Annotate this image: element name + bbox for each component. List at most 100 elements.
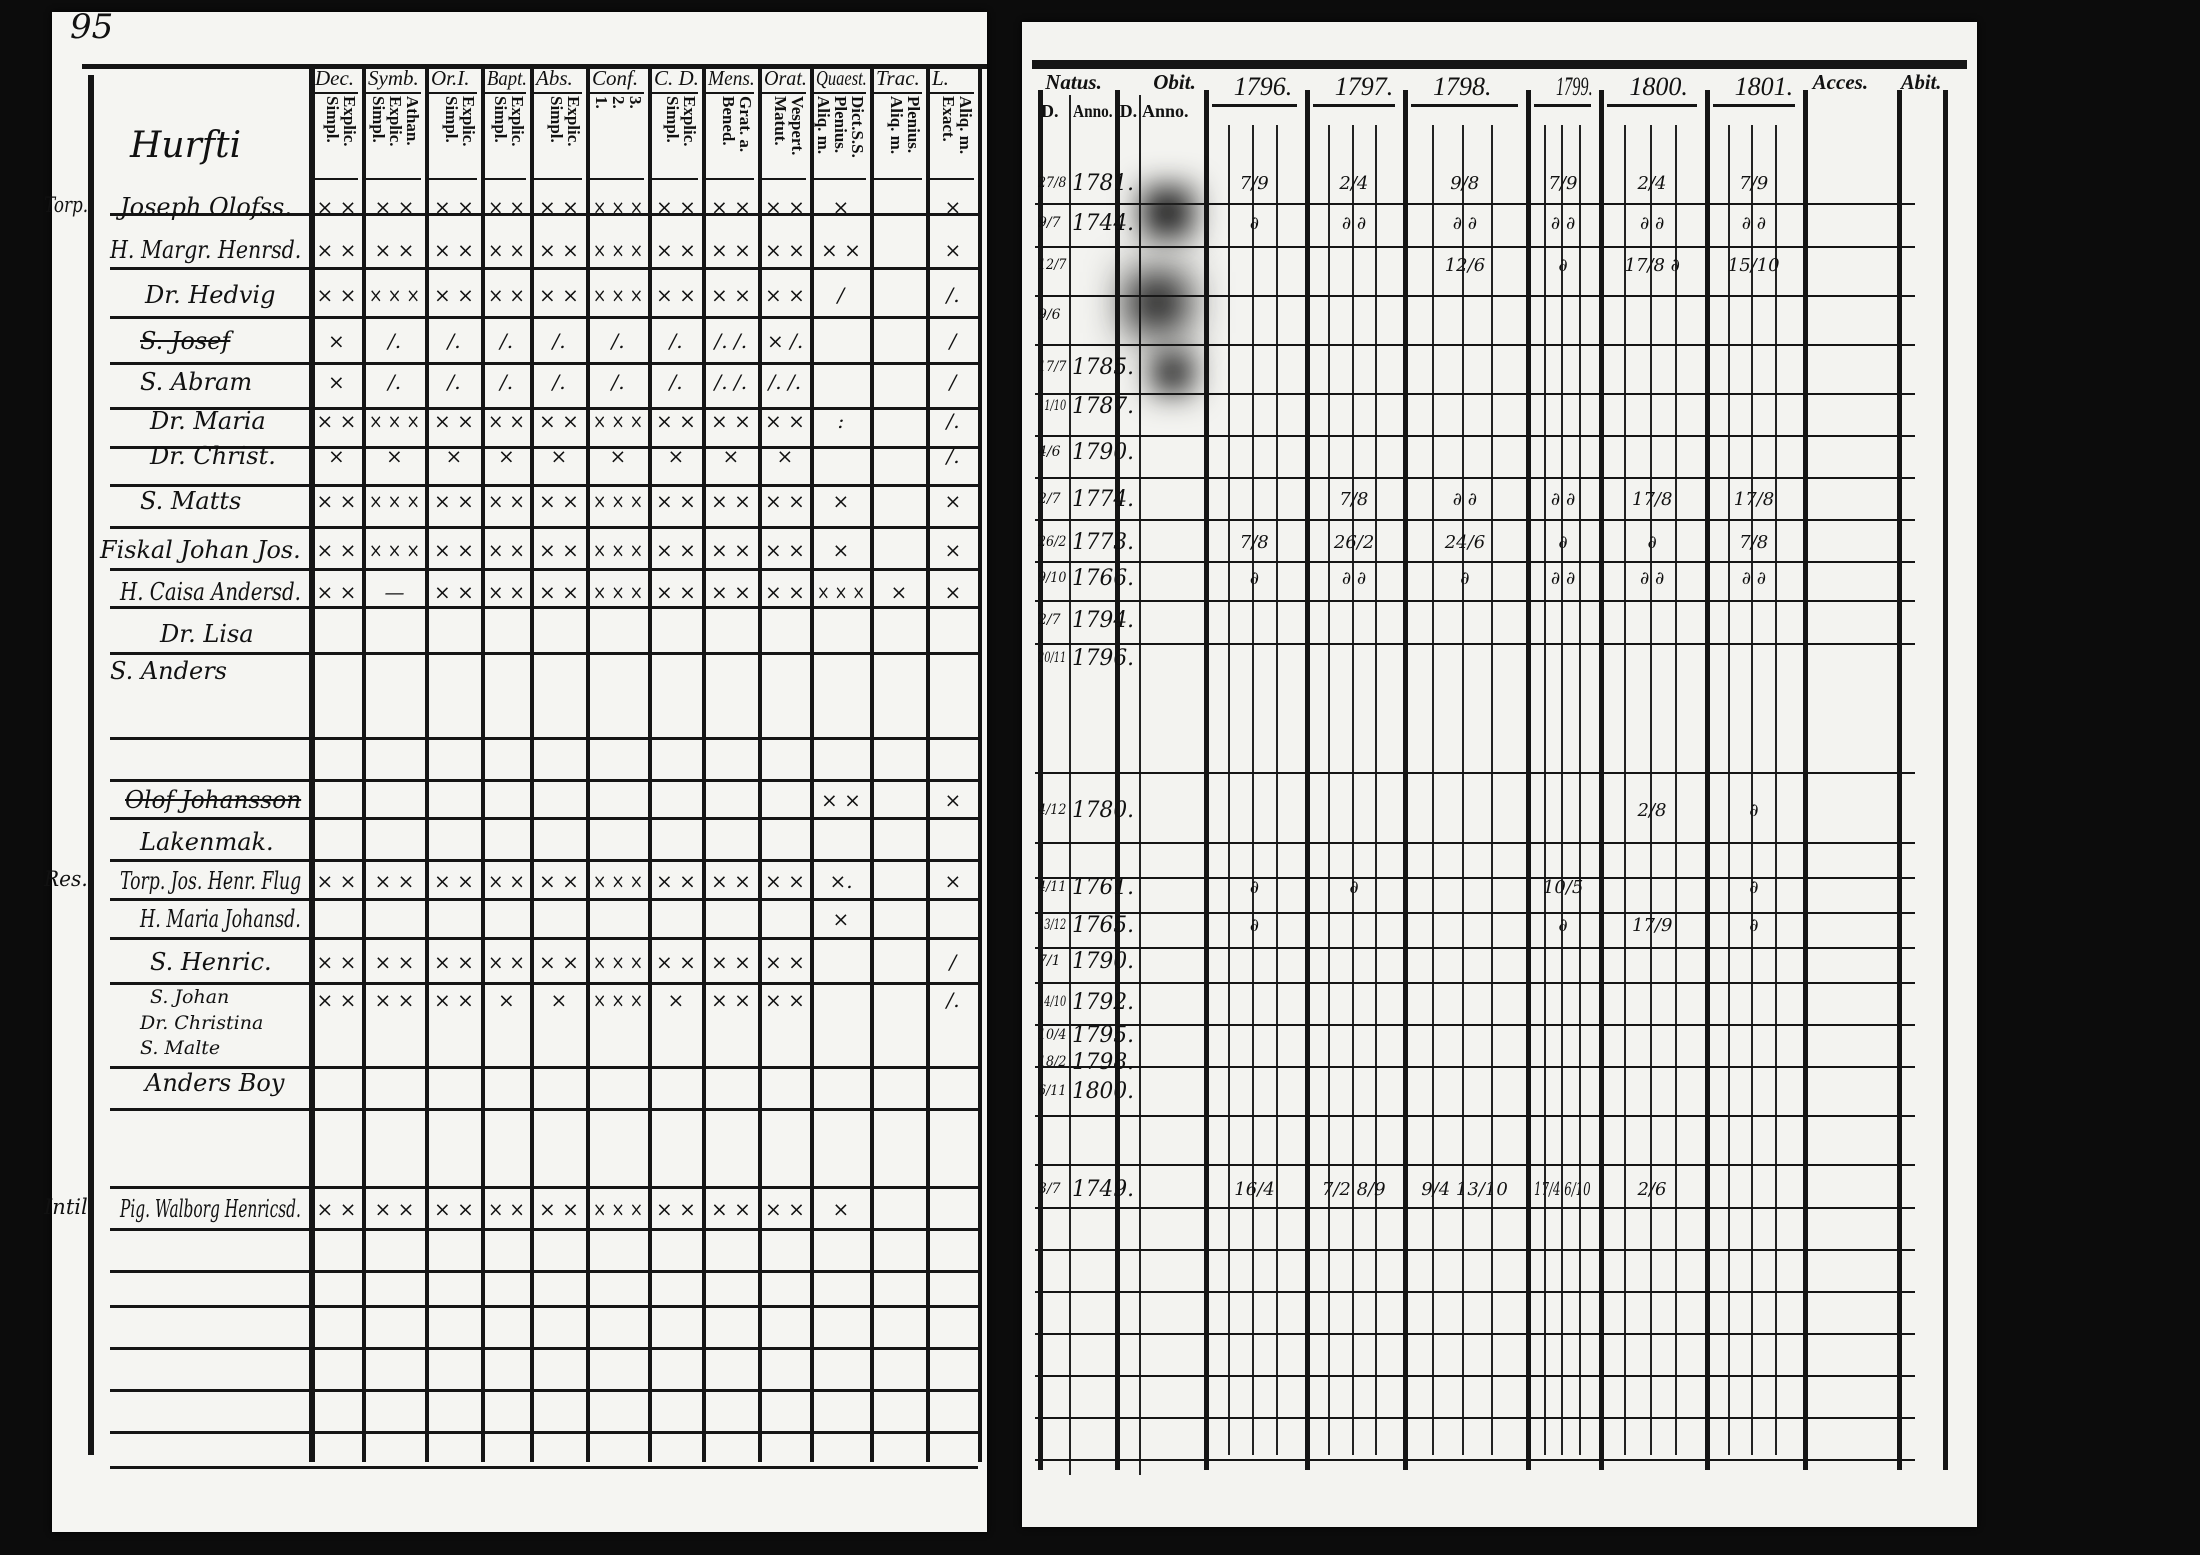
exam-mark: × ×: [765, 489, 805, 513]
year-subrule: [1351, 125, 1354, 1455]
person-name: Pig. Walborg Henricsd.: [120, 1195, 301, 1223]
column-subrule: [1069, 95, 1072, 1475]
left-page: 95 Hurfti Dec. Explic. Simpl. Symb. Athan. …: [44, 10, 987, 1532]
exam-mark: × ×: [488, 538, 525, 562]
column-header: L.: [932, 66, 949, 90]
exam-mark: × ×: [656, 950, 696, 974]
row-rule: [110, 937, 978, 941]
person-name: S. Josef: [140, 327, 231, 355]
row-rule: [1035, 519, 1915, 522]
row-rule: [110, 1466, 978, 1470]
row-rule: [1035, 477, 1915, 480]
exam-mark: × ×: [488, 869, 525, 893]
header-top-rule: [1032, 60, 1967, 69]
exam-year-entry: 7/9: [1548, 173, 1578, 194]
year-subrule: [1649, 125, 1652, 1455]
village-heading: Hurfti: [130, 125, 242, 166]
birth-year: 1796.: [1072, 646, 1134, 671]
header-subrule: [930, 92, 974, 94]
birth-day: 26/2: [1038, 534, 1067, 550]
row-rule: [1035, 771, 1915, 774]
row-rule: [110, 213, 978, 217]
column-subheader: Grat. a. Bened.: [719, 96, 755, 153]
exam-year-entry: 26/2: [1333, 532, 1375, 553]
exam-mark: ×: [386, 444, 403, 468]
birth-year: 1800.: [1072, 1079, 1134, 1104]
row-rule: [1035, 1024, 1915, 1027]
header-subrule: [366, 92, 421, 94]
exam-mark: × × ×: [593, 283, 643, 307]
year-subrule: [1432, 125, 1435, 1455]
exam-mark: × ×: [434, 538, 474, 562]
header-subrule: [590, 178, 644, 180]
row-rule: [1035, 343, 1915, 346]
exam-mark: :: [837, 409, 845, 433]
exam-mark: × ×: [656, 489, 696, 513]
row-rule: [1035, 1115, 1915, 1118]
birth-year: 1790.: [1072, 949, 1134, 974]
header-subrule: [762, 92, 806, 94]
column-rule: [1403, 90, 1408, 1470]
header-subrule: [874, 178, 922, 180]
exam-mark: × /.: [767, 329, 804, 353]
exam-mark: × ×: [374, 195, 415, 219]
exam-mark: × ×: [539, 580, 579, 604]
exam-year-entry: ∂: [1249, 877, 1260, 898]
birth-day: 17/7: [1038, 359, 1067, 375]
exam-mark: × ×: [711, 580, 751, 604]
header-subrule: [1411, 104, 1519, 107]
person-name: Dr. Hedvig: [145, 281, 276, 309]
exam-mark: /. /.: [714, 370, 748, 394]
exam-mark: /.: [552, 370, 566, 394]
year-subrule: [1328, 125, 1331, 1455]
exam-year-entry: 2/4: [1637, 173, 1667, 194]
birth-day: 2/7: [1038, 612, 1061, 628]
exam-mark: × ×: [316, 538, 357, 562]
exam-year-entry: ∂: [1249, 568, 1260, 589]
exam-mark: × ×: [374, 869, 415, 893]
header-subrule: [930, 178, 974, 180]
exam-mark: /: [949, 329, 957, 353]
exam-mark: × ×: [488, 489, 525, 513]
birth-year: 1774.: [1072, 487, 1134, 512]
header-top-rule: [82, 64, 987, 69]
exam-year-entry: ∂: [1558, 255, 1568, 276]
exam-year-entry: 2/8: [1637, 800, 1667, 821]
header-subrule: [590, 92, 644, 94]
birth-day: 4/11: [1038, 879, 1067, 895]
column-rule: [1115, 90, 1121, 1470]
person-name: S. Malte: [140, 1037, 221, 1059]
exam-mark: × ×: [656, 283, 696, 307]
exam-mark: × ×: [765, 409, 805, 433]
header-subrule: [534, 178, 582, 180]
row-rule: [1035, 982, 1915, 985]
exam-year-entry: ∂: [1749, 877, 1759, 898]
header-subrule: [762, 178, 806, 180]
exam-mark: × ×: [316, 869, 357, 893]
exam-mark: ×: [667, 444, 685, 468]
year-subrule: [1751, 125, 1754, 1455]
row-rule: [110, 1185, 978, 1189]
person-name: Fiskal Johan Jos.: [100, 536, 301, 564]
column-rule: [926, 66, 930, 1462]
person-name: S. Johan: [150, 986, 230, 1008]
exam-year-entry: ∂: [1749, 915, 1759, 936]
exam-mark: × ×: [434, 950, 474, 974]
exam-mark: ×: [550, 444, 568, 468]
row-rule: [110, 406, 978, 410]
birth-day: 18/2: [1038, 1054, 1067, 1070]
row-rule: [110, 1431, 978, 1435]
column-rule: [586, 66, 590, 1462]
exam-mark: × ×: [316, 283, 357, 307]
row-rule: [1035, 1290, 1915, 1293]
exam-mark: × ×: [434, 869, 474, 893]
exam-mark: ×: [944, 238, 962, 262]
exam-mark: × × ×: [369, 489, 420, 513]
exam-mark: ×: [498, 444, 515, 468]
exam-mark: × × ×: [593, 580, 643, 604]
year-header: 1800.: [1629, 72, 1688, 101]
birth-day: 14/10: [1038, 994, 1067, 1010]
exam-year-entry: 7/2 8/9: [1321, 1179, 1386, 1200]
year-subrule: [1774, 125, 1777, 1455]
birth-day: 9/7: [1038, 215, 1061, 231]
